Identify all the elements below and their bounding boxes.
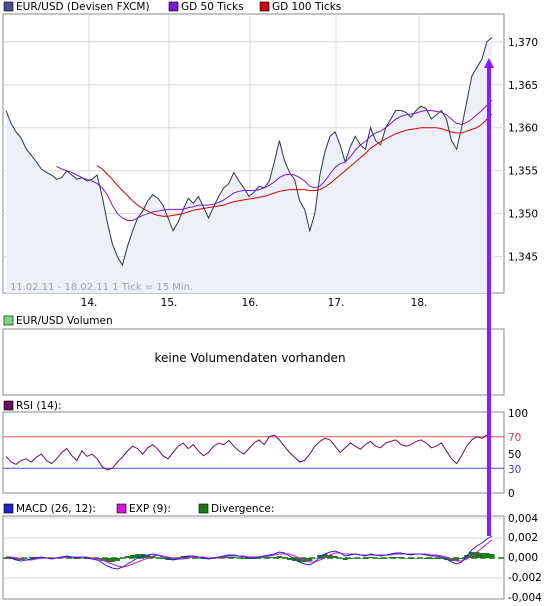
divergence-bar: [79, 558, 85, 559]
price-y-axis: 1,370 1,365 1,360 1,355 1,350 1,345: [508, 37, 538, 264]
divergence-bar: [130, 555, 136, 558]
rsi-ytick-0: 0: [508, 488, 515, 500]
legend-label-volume: EUR/USD Volumen: [16, 315, 113, 327]
macd-ytick-0000: 0,000: [508, 552, 538, 564]
divergence-bar: [357, 558, 363, 559]
legend-label-macd: MACD (26, 12):: [16, 503, 96, 515]
main-legend: EUR/USD (Devisen FXCM) GD 50 Ticks GD 10…: [3, 1, 341, 13]
divergence-bar: [104, 558, 110, 562]
legend-swatch-gd50: [168, 1, 179, 12]
divergence-bar: [474, 552, 480, 558]
divergence-bar: [125, 556, 131, 558]
divergence-bar: [479, 553, 485, 558]
divergence-bar: [160, 558, 166, 559]
price-ytick-label: 1,370: [508, 37, 538, 49]
price-x-axis: 14. 15. 16. 17. 18.: [81, 297, 428, 309]
price-panel: 1,370 1,365 1,360 1,355 1,350 1,345 14. 15. 16.…: [2, 13, 538, 309]
rsi-ytick-50: 50: [508, 449, 521, 461]
legend-swatch-rsi: [3, 400, 14, 411]
divergence-bar: [241, 558, 247, 559]
legend-label-price: EUR/USD (Devisen FXCM): [16, 1, 150, 13]
divergence-bar: [135, 554, 141, 558]
divergence-bar: [469, 552, 475, 558]
price-xtick-label: 14.: [81, 297, 98, 309]
divergence-bar: [378, 558, 384, 559]
volume-panel-frame: [2, 328, 505, 396]
macd-line: [5, 535, 493, 570]
rsi-line: [5, 434, 493, 471]
divergence-bar: [195, 558, 201, 559]
macd-ytick-0002: 0,002: [508, 532, 538, 544]
rsi-ytick-30: 30: [508, 464, 521, 476]
divergence-bar: [342, 558, 348, 560]
divergence-bar: [145, 555, 151, 558]
price-xtick-label: 17.: [328, 297, 345, 309]
divergence-bar: [33, 557, 39, 558]
price-area: [6, 37, 492, 293]
price-xtick-label: 18.: [411, 297, 428, 309]
divergence-bar: [403, 558, 409, 559]
legend-swatch-price: [3, 1, 14, 12]
price-line: [5, 37, 493, 267]
price-xtick-label: 15.: [161, 297, 178, 309]
macd-grid: [3, 517, 504, 579]
gd100-line: [96, 113, 493, 217]
legend-swatch-exp: [116, 503, 127, 514]
divergence-bar: [276, 556, 282, 558]
divergence-bar: [114, 558, 120, 561]
divergence-bar: [438, 558, 444, 559]
legend-label-rsi: RSI (14):: [16, 400, 62, 412]
legend-swatch-macd: [3, 503, 14, 514]
macd-ytick-neg0004: -0,004: [508, 592, 542, 604]
price-ytick-label: 1,350: [508, 209, 538, 221]
gd50-line: [56, 99, 493, 221]
exp-line: [6, 539, 493, 568]
price-ytick-label: 1,345: [508, 252, 538, 264]
legend-swatch-divergence: [198, 503, 209, 514]
legend-label-gd50: GD 50 Ticks: [181, 1, 244, 13]
macd-ytick-0004: 0,004: [508, 513, 538, 525]
price-ytick-label: 1,360: [508, 123, 538, 135]
current-marker-arrow: [484, 58, 494, 536]
legend-label-gd100: GD 100 Ticks: [272, 1, 341, 13]
legend-swatch-volume: [3, 315, 14, 326]
divergence-bar: [287, 558, 293, 560]
divergence-bar: [489, 554, 495, 558]
divergence-bar: [332, 556, 338, 558]
divergence-bar: [13, 558, 19, 560]
divergence-bar: [484, 553, 490, 558]
rsi-panel: RSI (14): 100 70 50 30 0: [2, 400, 528, 500]
divergence-bar: [307, 558, 313, 561]
divergence-bar: [170, 558, 176, 560]
divergence-bar: [297, 558, 303, 562]
divergence-bar: [109, 558, 115, 562]
divergence-bar: [150, 556, 156, 558]
divergence-bar: [368, 557, 374, 558]
volume-panel: EUR/USD Volumen keine Volumendaten vorha…: [2, 315, 505, 396]
price-info-label: 11.02.11 - 18.02.11 1 Tick = 15 Min.: [10, 282, 193, 293]
divergence-bar: [327, 555, 333, 558]
price-ytick-label: 1,355: [508, 166, 538, 178]
macd-panel: MACD (26, 12): EXP (9): Divergence: 0,00…: [2, 503, 542, 604]
legend-swatch-gd100: [259, 1, 270, 12]
divergence-bar: [459, 558, 465, 559]
divergence-bar: [99, 558, 105, 561]
legend-label-exp: EXP (9):: [129, 503, 171, 515]
legend-label-divergence: Divergence:: [211, 503, 274, 515]
volume-empty-message: keine Volumendaten vorhanden: [154, 351, 345, 365]
rsi-panel-frame: [2, 411, 505, 494]
rsi-ytick-70: 70: [508, 432, 521, 444]
divergence-bar: [185, 556, 191, 558]
price-ytick-label: 1,365: [508, 80, 538, 92]
rsi-ytick-100: 100: [508, 408, 528, 420]
divergence-bar: [322, 554, 328, 558]
macd-ytick-neg0002: -0,002: [508, 572, 542, 584]
price-xtick-label: 16.: [242, 297, 259, 309]
divergence-bar: [454, 558, 460, 561]
divergence-bar: [413, 558, 419, 559]
marker-arrow-head: [484, 58, 494, 68]
